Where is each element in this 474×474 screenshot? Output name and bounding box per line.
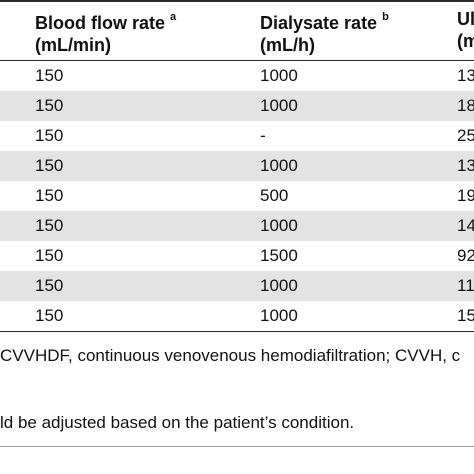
header-third-label: Ul xyxy=(457,9,474,29)
cell-blood-flow: 150 xyxy=(35,246,64,265)
cell-third: 14 xyxy=(457,216,474,235)
header-third-unit: (m xyxy=(457,31,474,51)
table-row: 150 1000 15 xyxy=(0,301,474,331)
footnote-abbreviations: CVVHDF, continuous venovenous hemodiafil… xyxy=(0,346,461,365)
cell-blood-flow: 150 xyxy=(35,306,64,325)
cell-third: 15 xyxy=(457,306,474,325)
cell-third: 11 xyxy=(457,276,474,295)
header-third-column: Ul (m xyxy=(457,8,474,52)
cell-third: 13 xyxy=(457,156,474,175)
cell-third: 92 xyxy=(457,246,474,265)
header-blood-flow-rate: Blood flow rate a (mL/min) xyxy=(35,8,176,56)
cell-dialysate: - xyxy=(260,126,266,145)
header-dialysate-label: Dialysate rate xyxy=(260,13,378,33)
cell-dialysate: 1000 xyxy=(260,276,298,295)
header-blood-flow-unit: (mL/min) xyxy=(35,35,111,55)
header-blood-flow-mark: a xyxy=(170,11,177,23)
cell-third: 18 xyxy=(457,96,474,115)
cell-third: 19 xyxy=(457,186,474,205)
cell-blood-flow: 150 xyxy=(35,156,64,175)
cell-blood-flow: 150 xyxy=(35,216,64,235)
table-row: 150 1000 13 xyxy=(0,61,474,91)
table-row: 150 1000 11 xyxy=(0,271,474,301)
cell-blood-flow: 150 xyxy=(35,126,64,145)
table-header: Blood flow rate a (mL/min) Dialysate rat… xyxy=(0,2,474,60)
table-row: 150 1000 18 xyxy=(0,91,474,121)
cell-blood-flow: 150 xyxy=(35,186,64,205)
footnote-note: ld be adjusted based on the patient’s co… xyxy=(0,413,355,432)
table-row: 150 1000 14 xyxy=(0,211,474,241)
cell-blood-flow: 150 xyxy=(35,66,64,85)
table-row: 150 1000 13 xyxy=(0,151,474,181)
cell-third: 25 xyxy=(457,126,474,145)
footnote-rule xyxy=(0,446,474,447)
header-dialysate-mark: b xyxy=(382,11,389,23)
table-bottom-rule xyxy=(0,331,474,332)
header-blood-flow-label: Blood flow rate xyxy=(35,13,165,33)
cell-dialysate: 1000 xyxy=(260,156,298,175)
header-dialysate-unit: (mL/h) xyxy=(260,35,315,55)
header-dialysate-rate: Dialysate rate b (mL/h) xyxy=(260,8,389,56)
table-top-rule xyxy=(0,0,474,2)
cell-dialysate: 1000 xyxy=(260,96,298,115)
table-row: 150 500 19 xyxy=(0,181,474,211)
table-header-rule xyxy=(0,60,474,61)
cell-dialysate: 1000 xyxy=(260,66,298,85)
cell-dialysate: 1500 xyxy=(260,246,298,265)
cell-blood-flow: 150 xyxy=(35,96,64,115)
cell-dialysate: 1000 xyxy=(260,306,298,325)
cell-dialysate: 500 xyxy=(260,186,289,205)
table-body: 150 1000 13 150 1000 18 150 - 25 150 100… xyxy=(0,61,474,331)
cell-dialysate: 1000 xyxy=(260,216,298,235)
table-row: 150 1500 92 xyxy=(0,241,474,271)
table-row: 150 - 25 xyxy=(0,121,474,151)
cell-blood-flow: 150 xyxy=(35,276,64,295)
cell-third: 13 xyxy=(457,66,474,85)
